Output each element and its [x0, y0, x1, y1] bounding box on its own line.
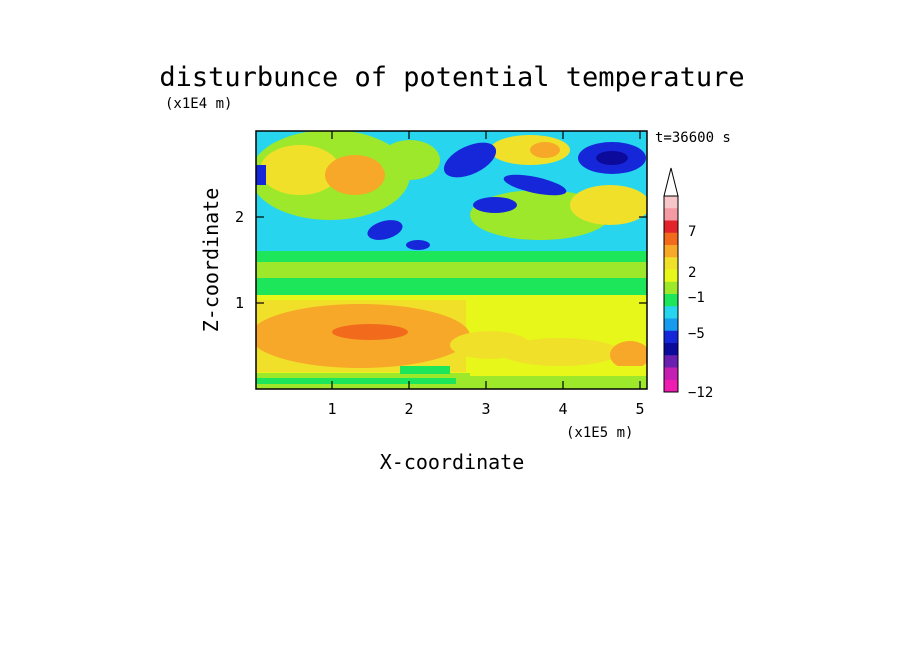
- colorbar-tick-label: −1: [688, 290, 705, 306]
- colorbar-segment: [664, 220, 678, 234]
- y-axis-ticks: [256, 216, 647, 304]
- colorbar-extend-arrow: [663, 167, 679, 197]
- y-tick-label: 2: [235, 208, 244, 226]
- colorbar-segment: [664, 306, 678, 319]
- x-axis-unit: (x1E5 m): [566, 425, 633, 441]
- colorbar-segment: [664, 294, 678, 307]
- colorbar-segment: [664, 196, 678, 209]
- x-tick-label: 2: [404, 400, 413, 418]
- colorbar-tick-label: −5: [688, 326, 705, 342]
- colorbar-segment: [664, 318, 678, 332]
- colorbar-frame: [663, 195, 679, 393]
- plot-frame: [255, 130, 648, 390]
- x-tick-label: 1: [327, 400, 336, 418]
- colorbar-segment: [664, 245, 678, 258]
- x-tick-label: 3: [481, 400, 490, 418]
- colorbar-segment: [664, 257, 678, 270]
- colorbar-segment: [664, 208, 678, 221]
- y-axis-label: Z-coordinate: [199, 188, 223, 333]
- x-axis-ticks: [331, 131, 641, 389]
- colorbar-tick-label: −12: [688, 385, 713, 401]
- x-tick-label: 5: [635, 400, 644, 418]
- colorbar-tick-label: 2: [688, 265, 696, 281]
- colorbar-segment: [664, 330, 678, 344]
- colorbar-tick-label: 7: [688, 224, 696, 240]
- time-label: t=36600 s: [655, 130, 731, 146]
- y-tick-label: 1: [235, 294, 244, 312]
- heatmap-field: [256, 131, 647, 389]
- colorbar-segment: [664, 343, 678, 356]
- colorbar-segment: [664, 379, 678, 393]
- colorbar-segment: [664, 355, 678, 368]
- colorbar-segment: [664, 281, 678, 295]
- colorbar-segment: [664, 232, 678, 246]
- colorbar-segment: [664, 367, 678, 381]
- chart-title: disturbunce of potential temperature: [159, 62, 744, 93]
- colorbar-segment: [664, 269, 678, 283]
- y-axis-unit: (x1E4 m): [165, 96, 232, 112]
- x-tick-label: 4: [558, 400, 567, 418]
- colorbar: [663, 167, 679, 393]
- x-axis-label: X-coordinate: [380, 450, 525, 474]
